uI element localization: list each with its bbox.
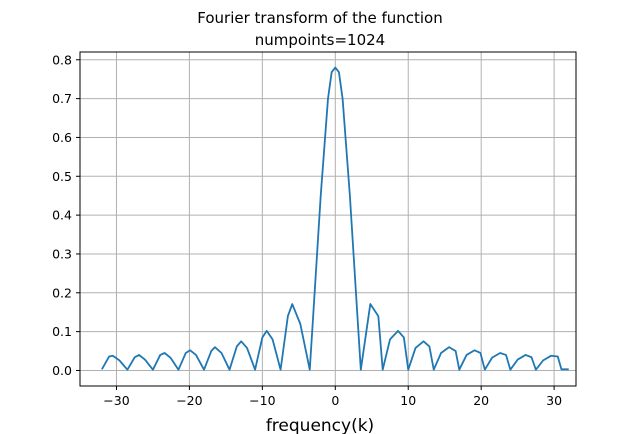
y-tick-label: 0.7 xyxy=(52,91,72,106)
y-axis: 0.0 0.1 0.2 0.3 0.4 0.5 0.6 0.7 0.8 xyxy=(52,52,80,378)
series-line xyxy=(101,66,569,371)
x-tick-label: 20 xyxy=(473,393,489,408)
x-axis-label: frequency(k) xyxy=(266,416,374,434)
y-tick-label: 0.8 xyxy=(52,52,72,67)
x-tick-label: −30 xyxy=(103,393,129,408)
y-tick-label: 0.1 xyxy=(52,324,72,339)
y-tick-label: 0.3 xyxy=(52,246,72,261)
y-tick-label: 0.2 xyxy=(52,285,72,300)
x-tick-label: 30 xyxy=(546,393,562,408)
x-axis: −30 −20 −10 0 10 20 30 xyxy=(103,386,562,408)
y-tick-label: 0.0 xyxy=(52,363,72,378)
plot-area xyxy=(101,66,569,371)
x-tick-label: −20 xyxy=(176,393,202,408)
chart-title: Fourier transform of the function xyxy=(197,9,442,27)
x-tick-label: 10 xyxy=(400,393,416,408)
chart-subtitle: numpoints=1024 xyxy=(255,31,385,49)
grid xyxy=(80,52,576,386)
plot-frame xyxy=(79,51,577,387)
y-tick-label: 0.6 xyxy=(52,130,72,145)
y-tick-label: 0.4 xyxy=(52,208,72,223)
y-tick-label: 0.5 xyxy=(52,169,72,184)
x-tick-label: 0 xyxy=(331,393,339,408)
x-tick-label: −10 xyxy=(249,393,275,408)
